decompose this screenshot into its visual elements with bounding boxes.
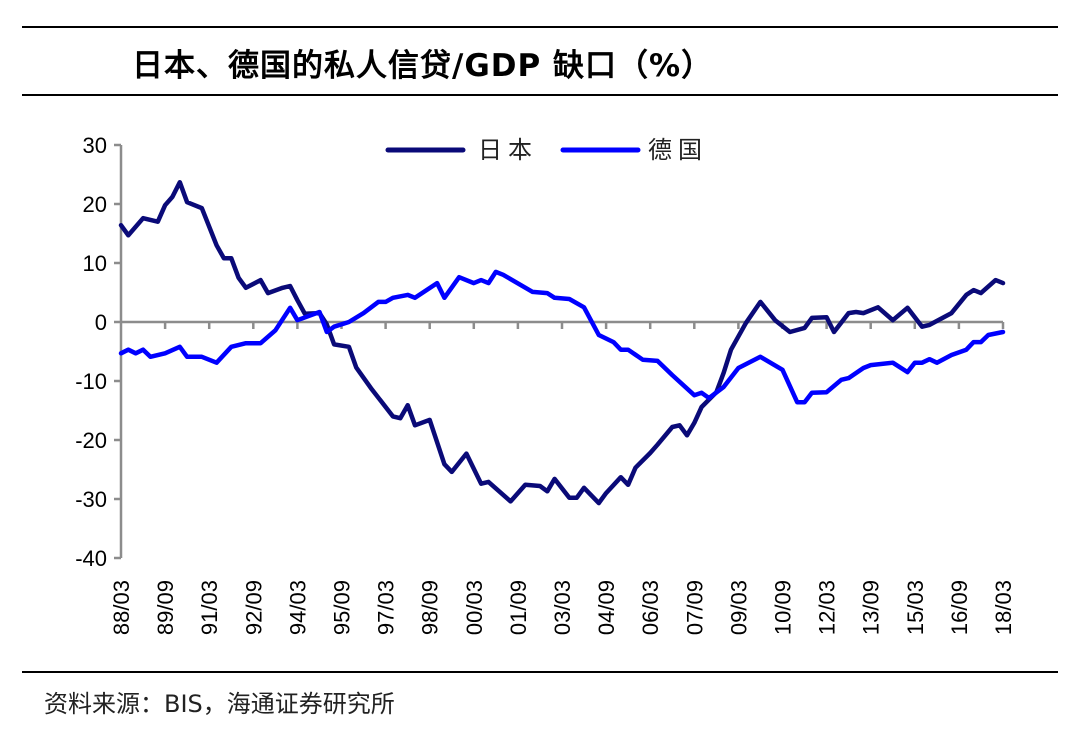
y-tick-label: -40 xyxy=(75,546,107,571)
x-tick-label: 07/09 xyxy=(682,580,707,635)
y-tick-label: 10 xyxy=(83,251,107,276)
x-tick-label: 01/09 xyxy=(506,580,531,635)
title-rule xyxy=(22,94,1058,96)
y-tick-label: 20 xyxy=(83,192,107,217)
legend: 日本 德国 xyxy=(385,136,708,164)
x-tick-label: 98/09 xyxy=(418,580,443,635)
chart-title: 日本、德国的私人信贷/GDP 缺口（%） xyxy=(132,48,714,84)
x-tick-label: 03/03 xyxy=(550,580,575,635)
x-tick-label: 15/03 xyxy=(903,580,928,635)
y-tick-label: -30 xyxy=(75,487,107,512)
x-tick-label: 91/03 xyxy=(197,580,222,635)
y-tick-label: 0 xyxy=(95,310,107,335)
series-line-japan xyxy=(118,179,1006,506)
x-tick-label: 10/09 xyxy=(771,580,796,635)
series-lines xyxy=(118,179,1006,506)
x-tick-label: 16/09 xyxy=(947,580,972,635)
x-tick-label: 00/03 xyxy=(462,580,487,635)
y-tick-label: -20 xyxy=(75,428,107,453)
x-tick-label: 13/09 xyxy=(859,580,884,635)
x-tick-label: 92/09 xyxy=(241,580,266,635)
x-tick-label: 89/09 xyxy=(153,580,178,635)
x-tick-label: 95/09 xyxy=(330,580,355,635)
x-tick-label: 09/03 xyxy=(726,580,751,635)
x-tick-label: 97/03 xyxy=(374,580,399,635)
y-tick-label: -10 xyxy=(75,369,107,394)
x-tick-label: 12/03 xyxy=(815,580,840,635)
series-line-germany xyxy=(118,269,1006,405)
x-tick-label: 06/03 xyxy=(638,580,663,635)
x-tick-label: 88/03 xyxy=(109,580,134,635)
bottom-rule xyxy=(22,671,1058,673)
x-tick-label: 18/03 xyxy=(991,580,1016,635)
y-tick-label: 30 xyxy=(83,133,107,158)
x-tick-label: 04/09 xyxy=(594,580,619,635)
source-note: 资料来源：BIS，海通证券研究所 xyxy=(44,690,395,718)
x-tick-label: 94/03 xyxy=(285,580,310,635)
legend-label-germany: 德国 xyxy=(648,136,708,164)
legend-label-japan: 日本 xyxy=(478,136,538,164)
top-rule xyxy=(22,26,1058,28)
